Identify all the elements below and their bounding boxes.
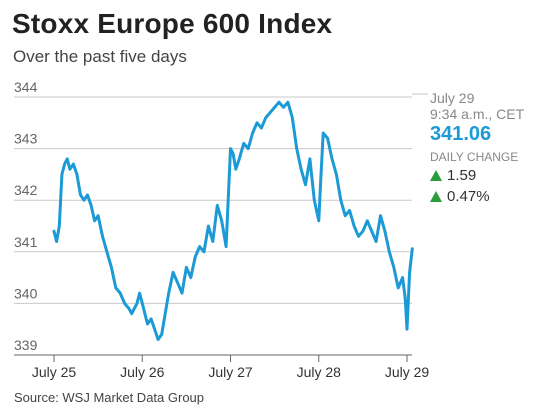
y-tick-label: 342 <box>14 182 38 198</box>
quote-panel: July 29 9:34 a.m., CET 341.06 DAILY CHAN… <box>430 90 542 207</box>
y-tick-label: 343 <box>14 131 38 147</box>
chart-title: Stoxx Europe 600 Index <box>12 8 333 39</box>
quote-date: July 29 <box>430 90 475 106</box>
x-tick-label: July 27 <box>208 364 253 380</box>
x-tick-label: July 25 <box>32 364 77 380</box>
y-tick-label: 339 <box>14 337 38 353</box>
chart-subtitle: Over the past five days <box>13 47 187 66</box>
y-tick-label: 340 <box>14 285 38 301</box>
y-tick-label: 341 <box>14 234 38 250</box>
up-arrow-icon <box>430 191 442 202</box>
change-points: 1.59 <box>447 167 477 184</box>
daily-change-label: DAILY CHANGE <box>430 150 519 164</box>
change-percent: 0.47% <box>447 188 490 205</box>
change-points-row: 1.59 <box>430 165 542 186</box>
x-tick-label: July 29 <box>385 364 430 380</box>
change-percent-row: 0.47% <box>430 186 542 207</box>
quote-time: 9:34 a.m., CET <box>430 106 525 122</box>
quote-price: 341.06 <box>430 123 492 145</box>
source-note: Source: WSJ Market Data Group <box>14 390 205 405</box>
series-line-0 <box>52 100 414 341</box>
x-tick-label: July 26 <box>120 364 165 380</box>
x-tick-label: July 28 <box>297 364 342 380</box>
y-tick-label: 344 <box>14 79 38 95</box>
up-arrow-icon <box>430 170 442 181</box>
